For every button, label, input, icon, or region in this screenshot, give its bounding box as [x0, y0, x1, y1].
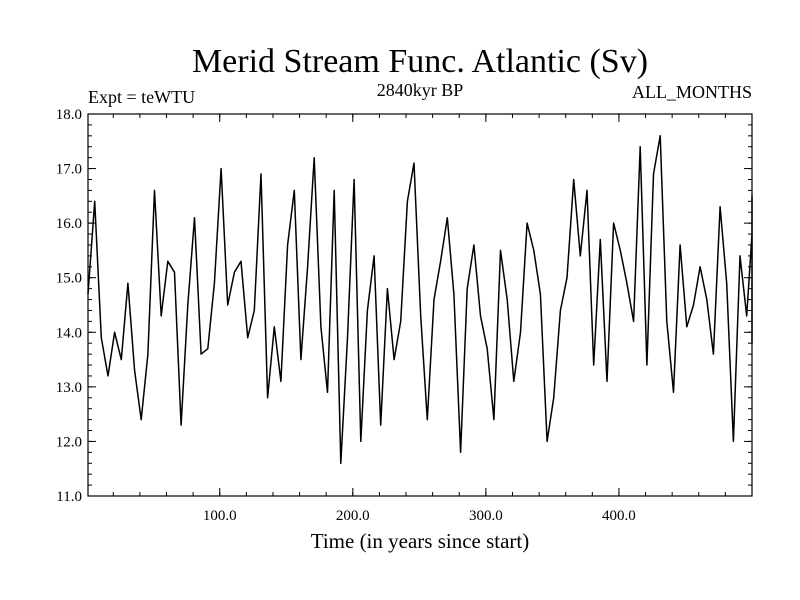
period-label: 2840kyr BP	[377, 80, 464, 100]
experiment-label: Expt = teWTU	[88, 87, 195, 107]
y-tick-label: 13.0	[56, 380, 82, 396]
y-tick-label: 16.0	[56, 216, 82, 232]
x-tick-label: 100.0	[203, 508, 237, 524]
y-tick-label: 14.0	[56, 325, 82, 341]
x-tick-label: 200.0	[336, 508, 370, 524]
x-axis-label: Time (in years since start)	[311, 529, 530, 553]
y-tick-label: 18.0	[56, 107, 82, 123]
series-group	[87, 135, 753, 465]
series-line	[87, 135, 753, 465]
chart-title: Merid Stream Func. Atlantic (Sv)	[192, 43, 648, 80]
x-tick-label: 400.0	[602, 508, 636, 524]
x-axis: 100.0 200.0 300.0 400.0	[112, 114, 726, 524]
x-tick-label: 300.0	[469, 508, 503, 524]
y-tick-label: 15.0	[56, 271, 82, 287]
months-label: ALL_MONTHS	[632, 82, 752, 102]
y-tick-label: 11.0	[56, 489, 82, 505]
y-axis: 11.0 12.0 13.0 14.0 15.0 16.0 17.0 18.0	[56, 107, 752, 505]
y-tick-label: 12.0	[56, 434, 82, 450]
y-tick-label: 17.0	[56, 162, 82, 178]
